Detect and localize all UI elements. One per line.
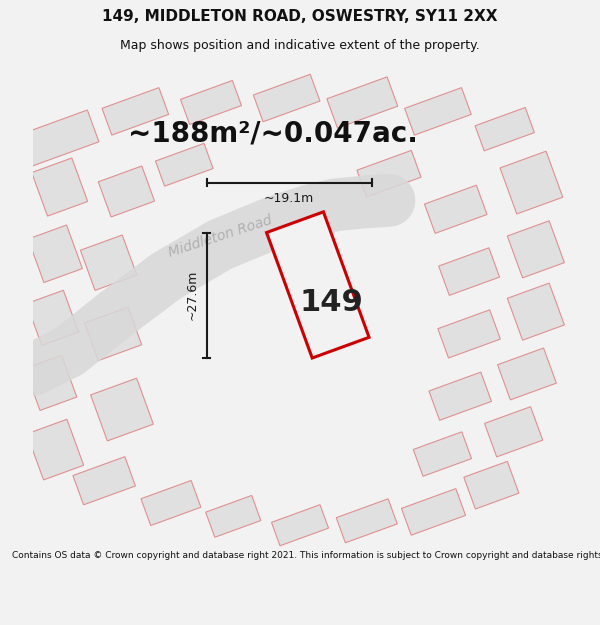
Polygon shape <box>85 307 142 361</box>
Polygon shape <box>485 407 542 457</box>
Polygon shape <box>404 88 471 135</box>
Polygon shape <box>425 185 487 233</box>
Text: 149: 149 <box>299 288 363 318</box>
Polygon shape <box>27 419 83 480</box>
Polygon shape <box>73 457 136 505</box>
Polygon shape <box>20 110 99 166</box>
Polygon shape <box>141 481 201 526</box>
Polygon shape <box>413 432 472 476</box>
Polygon shape <box>102 88 169 135</box>
Polygon shape <box>438 310 500 358</box>
Polygon shape <box>475 107 535 151</box>
Polygon shape <box>253 74 320 122</box>
Polygon shape <box>401 489 466 535</box>
Polygon shape <box>464 461 519 509</box>
Polygon shape <box>271 505 329 546</box>
Polygon shape <box>508 283 565 340</box>
Text: Map shows position and indicative extent of the property.: Map shows position and indicative extent… <box>120 39 480 52</box>
Polygon shape <box>439 248 500 296</box>
Polygon shape <box>28 225 82 282</box>
Polygon shape <box>98 166 155 217</box>
Polygon shape <box>429 372 491 420</box>
Text: Contains OS data © Crown copyright and database right 2021. This information is : Contains OS data © Crown copyright and d… <box>12 551 600 561</box>
Polygon shape <box>80 235 137 291</box>
Polygon shape <box>181 81 241 124</box>
Polygon shape <box>25 355 77 411</box>
Text: ~19.1m: ~19.1m <box>264 192 314 205</box>
Polygon shape <box>497 348 556 400</box>
Text: ~188m²/~0.047ac.: ~188m²/~0.047ac. <box>128 119 418 148</box>
Polygon shape <box>206 496 261 538</box>
Text: Middleton Road: Middleton Road <box>166 213 274 259</box>
Polygon shape <box>266 212 369 358</box>
Polygon shape <box>26 290 79 346</box>
Polygon shape <box>32 158 88 216</box>
Text: 149, MIDDLETON ROAD, OSWESTRY, SY11 2XX: 149, MIDDLETON ROAD, OSWESTRY, SY11 2XX <box>102 9 498 24</box>
Polygon shape <box>357 151 421 197</box>
Polygon shape <box>91 378 154 441</box>
Polygon shape <box>500 151 563 214</box>
Polygon shape <box>155 143 213 186</box>
Text: ~27.6m: ~27.6m <box>186 270 199 321</box>
Polygon shape <box>336 499 397 542</box>
Polygon shape <box>508 221 565 278</box>
Polygon shape <box>327 77 398 128</box>
